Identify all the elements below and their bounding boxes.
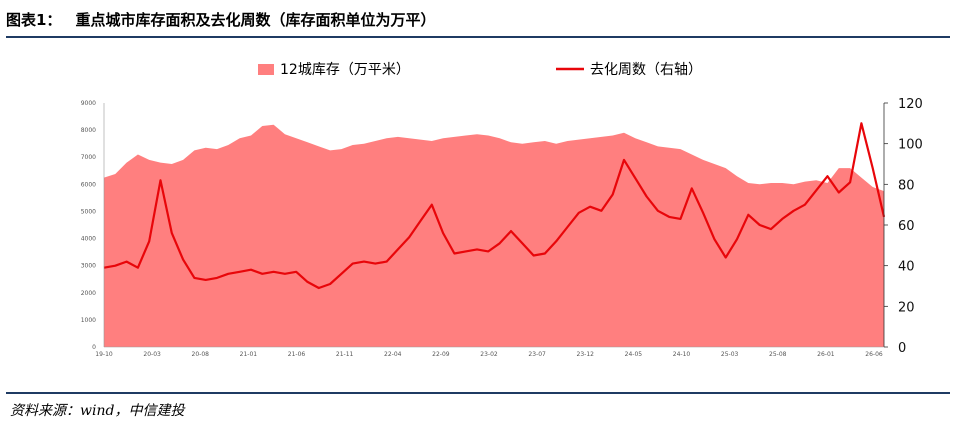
x-tick-label: 21-06 (288, 351, 306, 358)
legend-line-label: 去化周数（右轴） (590, 62, 702, 78)
x-tick-label: 23-02 (480, 351, 498, 358)
plot-area (103, 122, 886, 347)
chart: 12城库存（万平米） 去化周数（右轴） 01000200030004000500… (81, 62, 923, 358)
left-tick-label: 4000 (81, 236, 96, 243)
left-tick-label: 2000 (81, 290, 96, 297)
weeks-line-series (103, 122, 886, 290)
x-tick-label: 26-01 (817, 351, 835, 358)
right-tick-label: 40 (898, 260, 915, 275)
x-tick-label: 24-05 (625, 351, 643, 358)
legend: 12城库存（万平米） 去化周数（右轴） (258, 62, 702, 78)
legend-area-swatch (258, 64, 274, 75)
source-note: 资料来源：wind，中信建投 (10, 403, 185, 419)
right-tick-label: 100 (898, 138, 923, 153)
x-tick-label: 24-10 (673, 351, 691, 358)
x-tick-label: 25-03 (721, 351, 739, 358)
figure-title: 重点城市库存面积及去化周数（库存面积单位为万平） (75, 10, 436, 29)
x-axis: 19-10 20-03 20-08 21-01 21-06 21-11 22-04 22-09… (95, 346, 884, 358)
left-tick-label: 3000 (81, 263, 96, 270)
right-tick-label: 60 (898, 219, 915, 234)
inventory-area-series (104, 124, 884, 347)
left-tick-label: 0 (92, 344, 96, 351)
x-tick-label: 19-10 (95, 351, 113, 358)
left-tick-label: 9000 (81, 100, 96, 107)
top-rule (6, 36, 950, 38)
left-axis: 0 1000 2000 3000 4000 5000 6000 7000 8000 9000 (81, 100, 105, 351)
left-tick-label: 1000 (81, 317, 96, 324)
x-tick-label: 20-08 (192, 351, 210, 358)
legend-area-label: 12城库存（万平米） (280, 62, 410, 78)
figure-number: 图表1： (6, 10, 62, 29)
x-tick-label: 22-09 (432, 351, 450, 358)
left-tick-label: 8000 (81, 127, 96, 134)
right-tick-label: 0 (898, 341, 906, 356)
x-tick-label: 23-12 (577, 351, 595, 358)
left-tick-label: 6000 (81, 181, 96, 188)
x-tick-label: 21-11 (336, 351, 354, 358)
right-tick-label: 20 (898, 300, 915, 315)
right-axis: 0 20 40 60 80 100 120 (883, 97, 923, 356)
right-tick-label: 120 (898, 97, 923, 112)
x-tick-label: 26-06 (865, 351, 883, 358)
figure-header: 图表1： 重点城市库存面积及去化周数（库存面积单位为万平） (6, 6, 950, 32)
x-tick-label: 23-07 (528, 351, 546, 358)
x-tick-label: 25-08 (769, 351, 787, 358)
x-tick-label: 21-01 (240, 351, 258, 358)
right-tick-label: 80 (898, 178, 915, 193)
bottom-rule (6, 392, 950, 394)
x-tick-label: 20-03 (143, 351, 161, 358)
left-tick-label: 7000 (81, 154, 96, 161)
x-tick-label: 22-04 (384, 351, 402, 358)
left-tick-label: 5000 (81, 208, 96, 215)
